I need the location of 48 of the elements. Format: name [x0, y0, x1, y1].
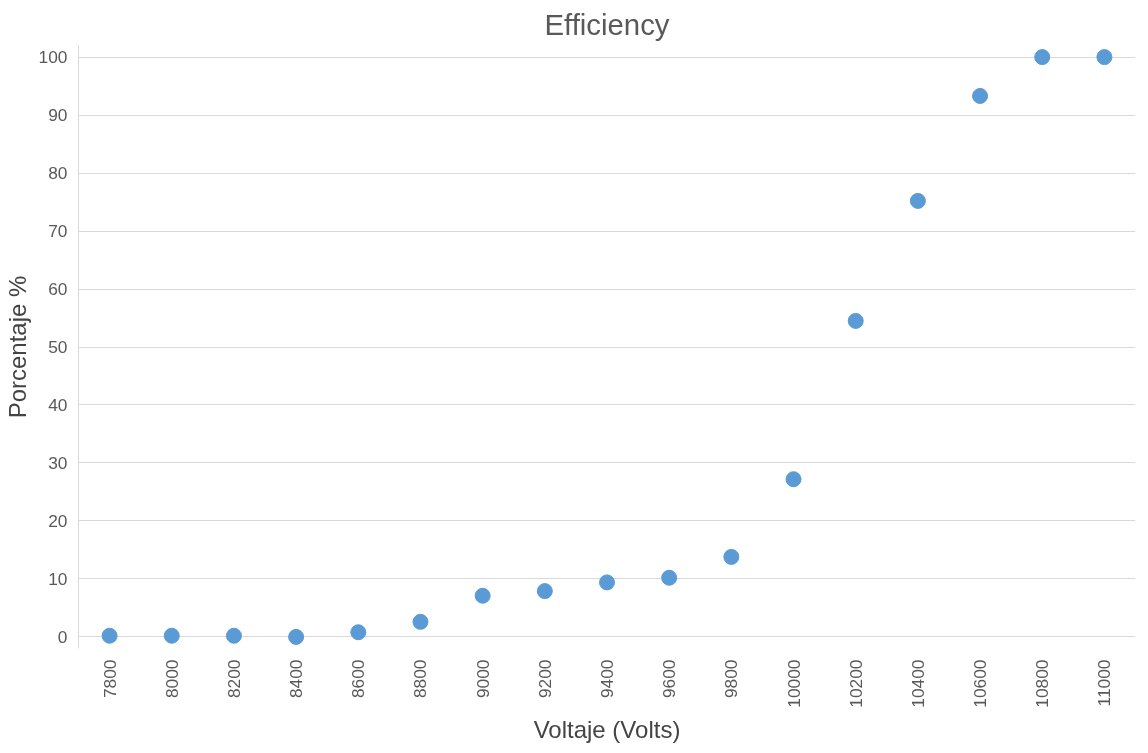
point	[1096, 49, 1113, 66]
y-tick-label: 70	[48, 221, 68, 242]
point	[536, 583, 553, 600]
x-tick-label: 8600	[348, 659, 369, 699]
chart-title: Efficiency	[544, 7, 670, 41]
x-tick-label: 9800	[721, 659, 742, 699]
x-tick-label: 11000	[1094, 659, 1115, 707]
x-tick-label: 10400	[907, 659, 928, 708]
x-tick-label: 9600	[659, 659, 680, 699]
y-tick-label: 30	[48, 452, 68, 473]
y-tick-label: 60	[48, 279, 68, 300]
y-tick-label: 20	[48, 510, 68, 531]
x-tick-label: 8200	[223, 659, 244, 699]
x-tick-label: 9000	[472, 659, 493, 699]
y-tick-label: 90	[48, 105, 68, 126]
x-tick-label: 9200	[534, 659, 555, 699]
y-tick-label: 50	[48, 337, 68, 357]
x-tick-label: 10600	[970, 659, 991, 708]
y-tick-label: 100	[38, 47, 68, 68]
x-tick-label: 10200	[845, 659, 866, 708]
point	[723, 548, 740, 565]
point	[972, 87, 989, 104]
point	[225, 627, 242, 644]
x-tick-label: 8000	[161, 659, 182, 699]
point	[599, 574, 615, 591]
point	[661, 569, 678, 586]
y-tick-label: 0	[57, 626, 68, 647]
point	[350, 624, 367, 641]
y-tick-label: 40	[48, 394, 68, 415]
point	[909, 192, 926, 209]
x-tick-label: 10000	[783, 659, 804, 708]
y-tick-label: 80	[48, 163, 68, 184]
point	[1034, 49, 1051, 66]
point	[412, 613, 429, 630]
x-tick-label: 10800	[1032, 659, 1053, 708]
y-tick-label: 10	[48, 568, 68, 589]
x-axis-title: Voltaje (Volts)	[533, 715, 681, 743]
point	[785, 471, 802, 488]
x-tick-label: 8800	[410, 659, 431, 699]
x-tick-label: 7800	[99, 659, 120, 699]
point	[163, 627, 180, 644]
x-tick-label: 9400	[597, 659, 617, 699]
x-tick-label: 8400	[286, 659, 307, 699]
point	[474, 587, 491, 604]
point	[847, 312, 864, 329]
point	[288, 628, 305, 645]
y-axis-title: Porcentaje %	[3, 275, 31, 419]
point	[101, 627, 118, 644]
